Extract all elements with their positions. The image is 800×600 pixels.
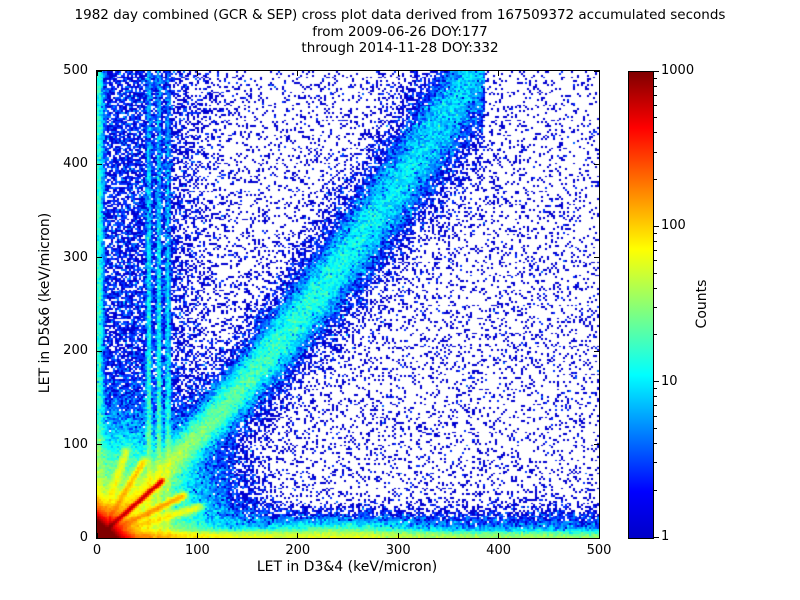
y-tick-mark (594, 350, 599, 352)
x-tick-mark (196, 71, 198, 76)
x-tick-label: 400 (486, 543, 512, 558)
y-axis-label: LET in D5&6 (keV/micron) (37, 212, 53, 394)
colorbar-minor-tick-mark (654, 151, 657, 153)
x-tick-label: 500 (586, 543, 612, 558)
colorbar-minor-tick-mark (654, 85, 657, 87)
colorbar-minor-tick-mark (654, 442, 657, 444)
heatmap-canvas (97, 71, 599, 538)
y-tick-label: 200 (63, 343, 88, 359)
colorbar-minor-tick-mark (654, 249, 657, 251)
colorbar-tick-mark (654, 70, 659, 72)
colorbar-tick-mark (654, 225, 659, 227)
colorbar-minor-tick-mark (654, 405, 657, 407)
y-tick-mark (97, 444, 102, 446)
colorbar (628, 71, 654, 539)
colorbar-minor-tick-mark (654, 334, 657, 336)
y-tick-mark (97, 70, 102, 72)
y-tick-label: 100 (63, 436, 88, 452)
x-tick-mark (96, 71, 98, 76)
colorbar-minor-tick-mark (654, 489, 657, 491)
y-tick-mark (594, 257, 599, 259)
colorbar-minor-tick-mark (654, 94, 657, 96)
x-tick-mark (498, 71, 500, 76)
y-tick-mark (594, 537, 599, 539)
colorbar-minor-tick-mark (654, 179, 657, 181)
y-tick-mark (97, 257, 102, 259)
colorbar-tick-label: 10 (661, 373, 678, 389)
colorbar-minor-tick-mark (654, 260, 657, 262)
x-tick-mark (397, 533, 399, 538)
colorbar-minor-tick-mark (654, 132, 657, 134)
y-tick-mark (594, 70, 599, 72)
x-tick-mark (397, 71, 399, 76)
x-tick-mark (196, 533, 198, 538)
title-line-1: 1982 day combined (GCR & SEP) cross plot… (74, 7, 726, 23)
colorbar-tick-mark (654, 536, 659, 538)
x-tick-label: 100 (184, 543, 210, 558)
y-tick-mark (594, 163, 599, 165)
x-tick-mark (598, 71, 600, 76)
colorbar-minor-tick-mark (654, 232, 657, 234)
colorbar-minor-tick-mark (654, 427, 657, 429)
x-tick-mark (297, 533, 299, 538)
colorbar-minor-tick-mark (654, 388, 657, 390)
y-tick-mark (97, 537, 102, 539)
x-tick-label: 200 (285, 543, 311, 558)
colorbar-tick-label: 1000 (661, 63, 695, 78)
colorbar-minor-tick-mark (654, 462, 657, 464)
plot-area (96, 70, 600, 539)
colorbar-tick-label: 100 (661, 218, 686, 234)
colorbar-minor-tick-mark (654, 77, 657, 79)
x-tick-mark (598, 533, 600, 538)
colorbar-label: Counts (694, 279, 710, 329)
y-tick-label: 400 (63, 156, 88, 172)
colorbar-minor-tick-mark (654, 287, 657, 289)
y-tick-mark (97, 350, 102, 352)
colorbar-minor-tick-mark (654, 415, 657, 417)
title-line-3: through 2014-11-28 DOY:332 (301, 40, 499, 56)
colorbar-minor-tick-mark (654, 307, 657, 309)
x-tick-mark (498, 533, 500, 538)
colorbar-tick-label: 1 (661, 529, 670, 544)
x-tick-mark (96, 533, 98, 538)
colorbar-tick-mark (654, 381, 659, 383)
y-tick-label: 300 (63, 249, 88, 265)
colorbar-minor-tick-mark (654, 272, 657, 274)
title-line-2: from 2009-06-26 DOY:177 (312, 23, 488, 40)
x-axis-label: LET in D3&4 (keV/micron) (256, 559, 438, 575)
colorbar-minor-tick-mark (654, 117, 657, 119)
y-tick-label: 0 (79, 530, 88, 545)
chart-title: 1982 day combined (GCR & SEP) cross plot… (0, 7, 800, 57)
colorbar-minor-tick-mark (654, 104, 657, 106)
x-tick-label: 0 (92, 543, 102, 558)
colorbar-minor-tick-mark (654, 396, 657, 398)
y-tick-mark (97, 163, 102, 165)
y-tick-mark (594, 444, 599, 446)
y-tick-label: 500 (63, 63, 88, 78)
colorbar-minor-tick-mark (654, 240, 657, 242)
x-tick-label: 300 (385, 543, 411, 558)
x-tick-mark (297, 71, 299, 76)
